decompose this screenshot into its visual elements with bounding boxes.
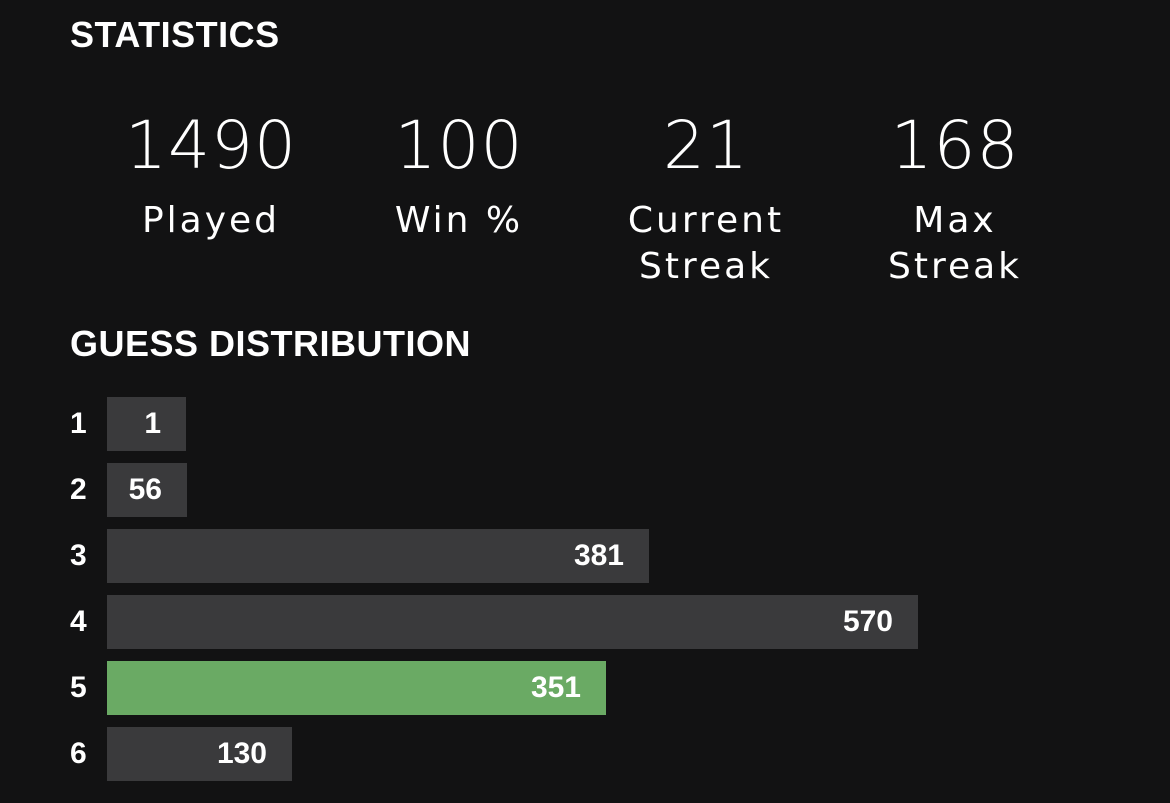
- guess-row-6: 6 130: [70, 727, 1130, 781]
- guess-bar: 1: [107, 397, 186, 451]
- guess-number: 5: [70, 671, 87, 704]
- guess-number: 1: [70, 407, 87, 440]
- stat-max-streak-value: 168: [890, 107, 1020, 184]
- stat-win-percent-value: 100: [394, 107, 524, 184]
- stat-current-streak: 21 Current Streak: [628, 108, 784, 290]
- stat-played-label: Played: [141, 200, 281, 241]
- guess-row-4: 4 570: [70, 595, 1130, 649]
- stat-max-streak: 168 Max Streak: [888, 108, 1022, 290]
- guess-row-3: 3 381: [70, 529, 1130, 583]
- guess-number: 4: [70, 605, 87, 638]
- guess-bar: 56: [107, 463, 187, 517]
- guess-bar: 381: [107, 529, 649, 583]
- guess-distribution-chart: 1 1 2 56 3 381 4 570 5 351 6 130: [70, 397, 1130, 793]
- guess-number: 2: [70, 473, 87, 506]
- stat-max-streak-label: Max Streak: [887, 200, 1023, 287]
- stat-current-streak-value: 21: [663, 107, 749, 184]
- guess-number: 6: [70, 737, 87, 770]
- guess-number: 3: [70, 539, 87, 572]
- stat-played: 1490 Played: [125, 108, 297, 244]
- guess-row-2: 2 56: [70, 463, 1130, 517]
- stat-win-percent-label: Win %: [394, 200, 524, 241]
- guess-distribution-heading: GUESS DISTRIBUTION: [70, 323, 472, 364]
- stat-played-value: 1490: [125, 107, 297, 184]
- stat-current-streak-label: Current Streak: [627, 200, 785, 287]
- guess-bar: 351: [107, 661, 606, 715]
- guess-bar: 130: [107, 727, 292, 781]
- stat-win-percent: 100 Win %: [395, 108, 524, 244]
- guess-bar: 570: [107, 595, 918, 649]
- guess-row-5: 5 351: [70, 661, 1130, 715]
- statistics-heading: STATISTICS: [70, 14, 280, 55]
